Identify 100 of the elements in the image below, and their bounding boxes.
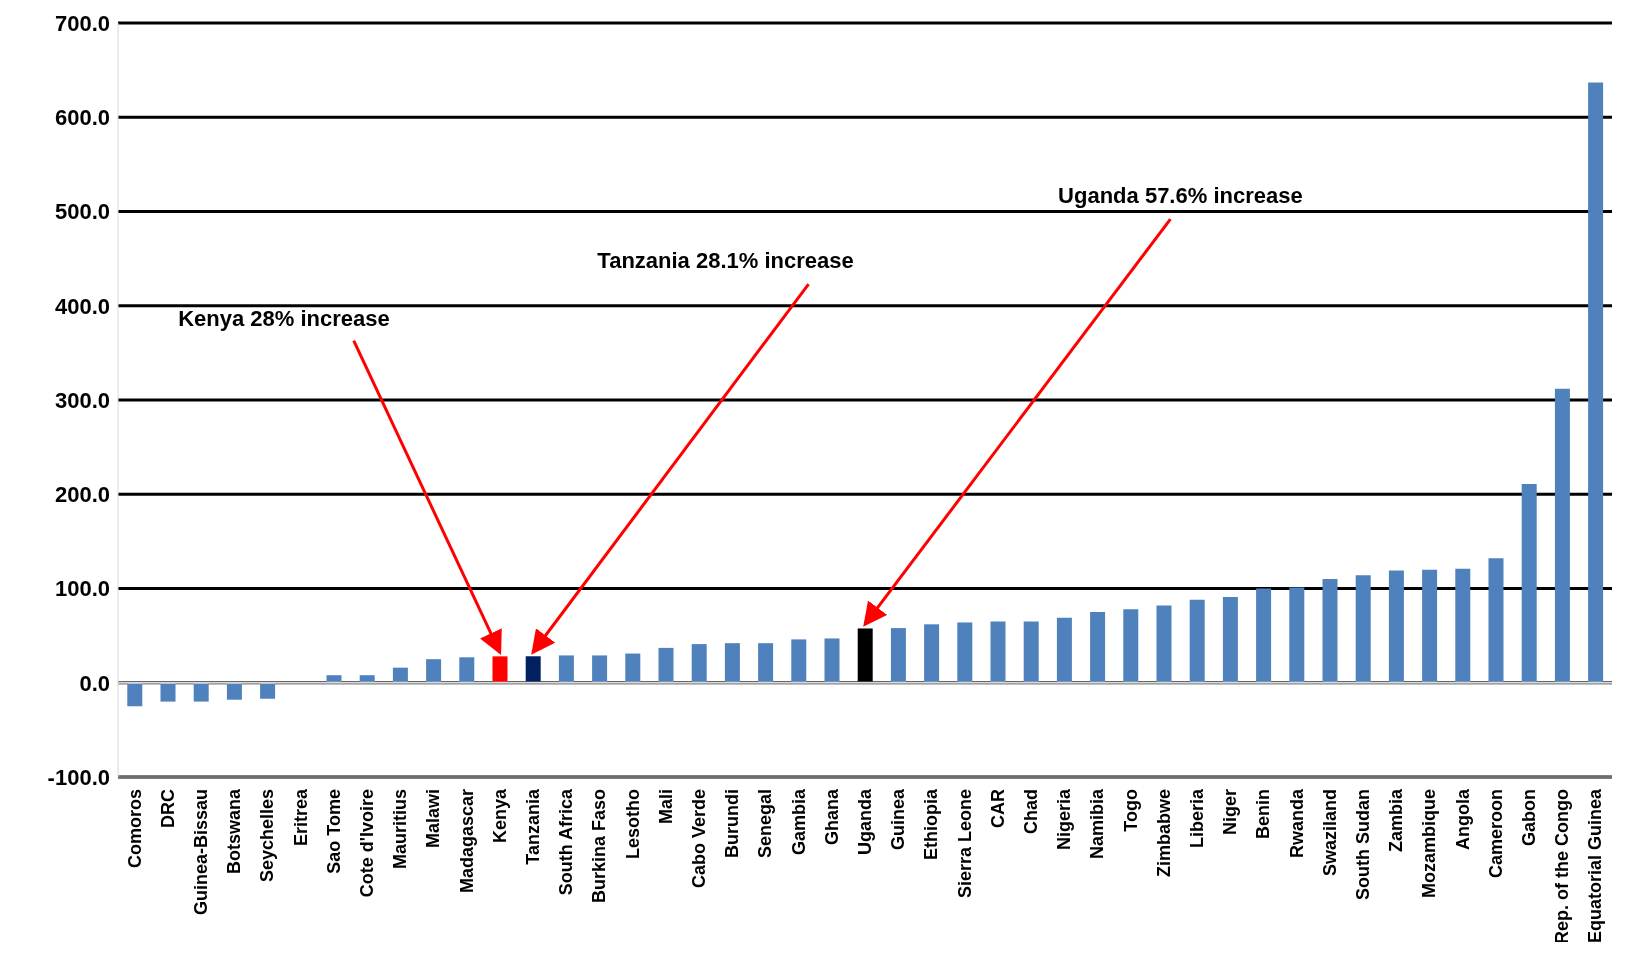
x-tick-label: Madagascar xyxy=(456,789,477,894)
bar xyxy=(957,622,973,683)
x-tick-label: Cabo Verde xyxy=(689,789,709,889)
x-tick-label: Burundi xyxy=(722,789,743,858)
bar xyxy=(127,682,143,707)
bar xyxy=(392,667,408,683)
bar xyxy=(1056,617,1072,683)
x-tick-label: Mali xyxy=(655,789,676,825)
bar xyxy=(791,639,807,683)
x-tick-label: Zambia xyxy=(1386,788,1407,853)
y-tick-label: 100.0 xyxy=(54,576,110,602)
bar xyxy=(459,657,475,683)
bar xyxy=(1355,575,1371,683)
x-tick-label: Zimbabwe xyxy=(1153,789,1174,878)
bar xyxy=(492,656,508,683)
bar xyxy=(1322,579,1338,683)
x-tick-label: Comoros xyxy=(124,789,145,869)
x-tick-label: Lesotho xyxy=(622,789,643,859)
annotation: Kenya 28% increase xyxy=(178,306,390,332)
x-tick-label: Eritrea xyxy=(290,788,311,847)
x-tick-label: Rep. of the Congo xyxy=(1552,789,1573,944)
annotation: Tanzania 28.1% increase xyxy=(597,248,854,274)
bar xyxy=(1455,568,1471,683)
y-tick-label: 300.0 xyxy=(54,387,110,413)
bar xyxy=(426,659,442,683)
x-tick-label: Rwanda xyxy=(1286,788,1307,859)
bar xyxy=(1388,570,1404,683)
x-tick-label: Togo xyxy=(1120,789,1141,832)
bar xyxy=(226,682,242,700)
x-tick-label: Gambia xyxy=(788,788,809,856)
x-tick-label: Benin xyxy=(1253,789,1274,840)
bar xyxy=(625,653,641,683)
x-tick-label: Ghana xyxy=(821,788,842,846)
x-tick-label: Senegal xyxy=(755,789,776,859)
bar xyxy=(1422,569,1438,683)
annotation: Uganda 57.6% increase xyxy=(1058,182,1303,208)
x-tick-label: South Sudan xyxy=(1353,789,1373,900)
y-tick-label: 400.0 xyxy=(54,293,110,319)
bar xyxy=(160,682,176,702)
bar xyxy=(890,628,906,683)
bar xyxy=(1222,596,1238,683)
x-tick-label: CAR xyxy=(987,789,1008,828)
x-tick-label: South Africa xyxy=(556,788,577,896)
y-tick-label: -100.0 xyxy=(47,764,110,790)
bar xyxy=(1488,558,1504,683)
bar xyxy=(260,682,276,699)
y-tick-label: 0.0 xyxy=(79,670,110,696)
x-tick-label: Cote d'Ivoire xyxy=(357,789,377,898)
x-tick-label: Guinea-Bissau xyxy=(191,789,211,916)
bar xyxy=(193,682,209,702)
bar xyxy=(1588,82,1604,683)
x-tick-label: Guinea xyxy=(888,788,909,851)
bar xyxy=(1123,609,1139,683)
bar xyxy=(924,624,940,683)
x-tick-label: Malawi xyxy=(423,789,444,849)
bar xyxy=(1256,588,1272,683)
x-tick-label: Uganda xyxy=(855,788,875,856)
x-tick-label: Niger xyxy=(1220,789,1241,836)
x-tick-label: Sao Tome xyxy=(323,789,344,874)
bar xyxy=(1189,599,1205,683)
x-tick-label: Swaziland xyxy=(1319,789,1340,877)
x-tick-label: Liberia xyxy=(1187,788,1207,849)
x-tick-label: Namibia xyxy=(1087,788,1108,860)
x-tick-label: Mauritius xyxy=(390,789,411,870)
bar xyxy=(758,643,774,683)
bar xyxy=(1289,587,1305,683)
x-tick-label: Seychelles xyxy=(257,789,278,883)
x-tick-label: Tanzania xyxy=(523,788,543,865)
bar xyxy=(525,656,541,683)
bar xyxy=(1090,612,1106,683)
y-tick-label: 200.0 xyxy=(54,482,110,508)
x-tick-label: Nigeria xyxy=(1054,788,1075,851)
bar xyxy=(990,621,1006,683)
bar xyxy=(1023,621,1039,683)
bar xyxy=(724,643,740,683)
y-tick-label: 700.0 xyxy=(54,10,110,36)
x-tick-label: Kenya xyxy=(489,788,510,844)
bar xyxy=(1521,483,1537,683)
bar xyxy=(1156,605,1172,683)
bar xyxy=(824,638,840,683)
x-tick-label: Mozambique xyxy=(1419,789,1440,899)
bar xyxy=(326,675,342,683)
bar xyxy=(359,675,375,683)
bar xyxy=(1554,388,1570,683)
x-tick-label: Sierra Leone xyxy=(954,789,975,899)
y-tick-label: 600.0 xyxy=(54,105,110,131)
x-tick-label: Angola xyxy=(1452,788,1473,850)
x-tick-label: Botswana xyxy=(224,788,245,875)
bar xyxy=(691,644,707,683)
x-tick-label: Ethiopia xyxy=(921,788,942,860)
x-tick-label: Cameroon xyxy=(1485,789,1506,879)
y-tick-label: 500.0 xyxy=(54,199,110,225)
x-tick-label: Chad xyxy=(1021,789,1041,834)
bar xyxy=(558,655,574,683)
x-tick-label: DRC xyxy=(157,789,178,828)
bar xyxy=(592,655,608,683)
x-tick-label: Burkina Faso xyxy=(589,789,610,904)
bar xyxy=(658,647,674,683)
x-tick-label: Equatorial Guinea xyxy=(1585,788,1606,944)
x-tick-label: Gabon xyxy=(1519,789,1539,846)
